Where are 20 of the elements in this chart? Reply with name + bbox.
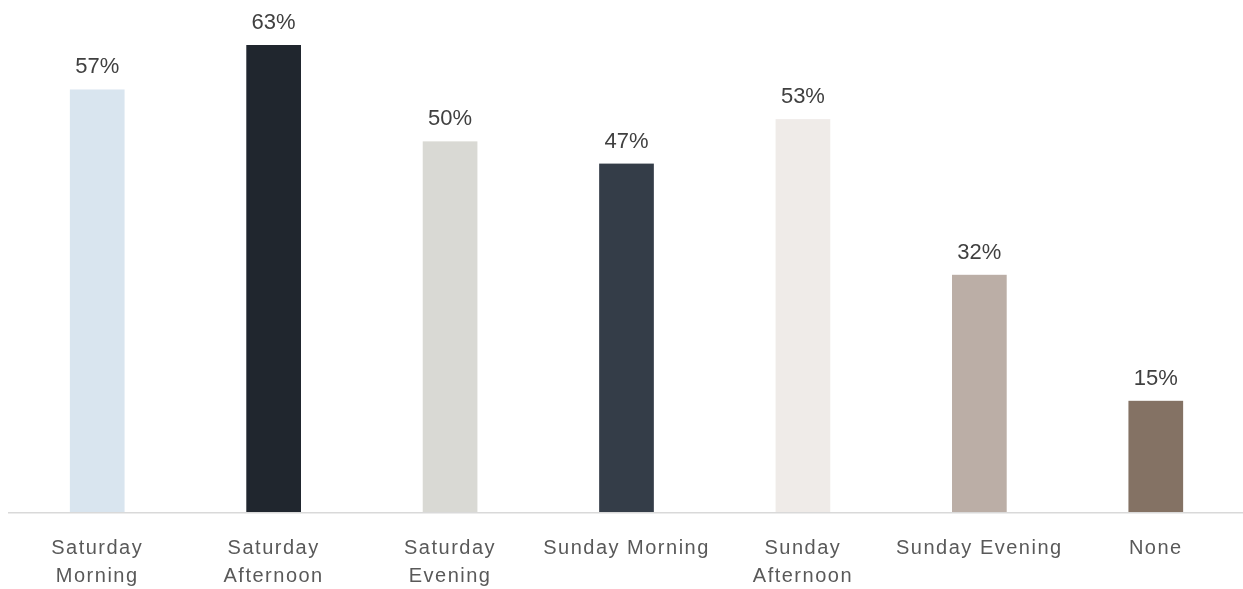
data-label: 50%	[428, 105, 473, 131]
x-tick-label: None	[1128, 536, 1183, 558]
bar	[246, 45, 301, 512]
data-label: 53%	[780, 83, 825, 109]
data-label: 32%	[957, 238, 1002, 264]
bar	[775, 119, 831, 512]
bar	[1128, 400, 1184, 512]
data-label: 15%	[1133, 364, 1178, 390]
x-tick-label: Sunday Morning	[543, 536, 710, 558]
bar	[599, 163, 654, 512]
bar	[69, 89, 125, 512]
x-tick-label: Saturday Evening	[404, 536, 497, 586]
x-tick-label: Saturday Morning	[51, 536, 144, 586]
x-tick-label: Saturday Afternoon	[223, 536, 324, 586]
data-label: 63%	[251, 9, 296, 34]
bar	[952, 274, 1007, 512]
data-label: 57%	[75, 53, 120, 79]
data-label: 47%	[604, 127, 649, 153]
x-tick-label: Sunday Evening	[896, 536, 1063, 558]
x-tick-label: Sunday Afternoon	[752, 536, 854, 586]
